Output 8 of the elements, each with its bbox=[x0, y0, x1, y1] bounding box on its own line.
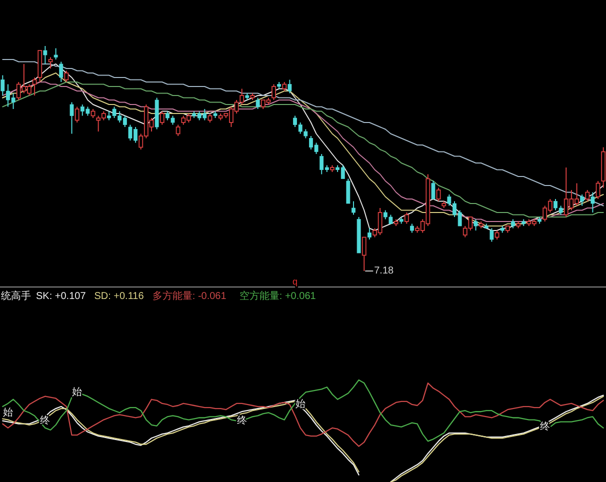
annotation: 7.18 bbox=[374, 266, 394, 277]
text: SK: +0.107 bbox=[36, 291, 86, 302]
text: 空方能量: +0.061 bbox=[239, 290, 316, 302]
chart-title: 统高手 bbox=[1, 290, 31, 302]
text: SD: +0.116 bbox=[94, 291, 144, 302]
annotation: 始 bbox=[2, 407, 13, 418]
text: q bbox=[292, 276, 298, 286]
text: 多方能量: -0.061 bbox=[152, 290, 227, 302]
